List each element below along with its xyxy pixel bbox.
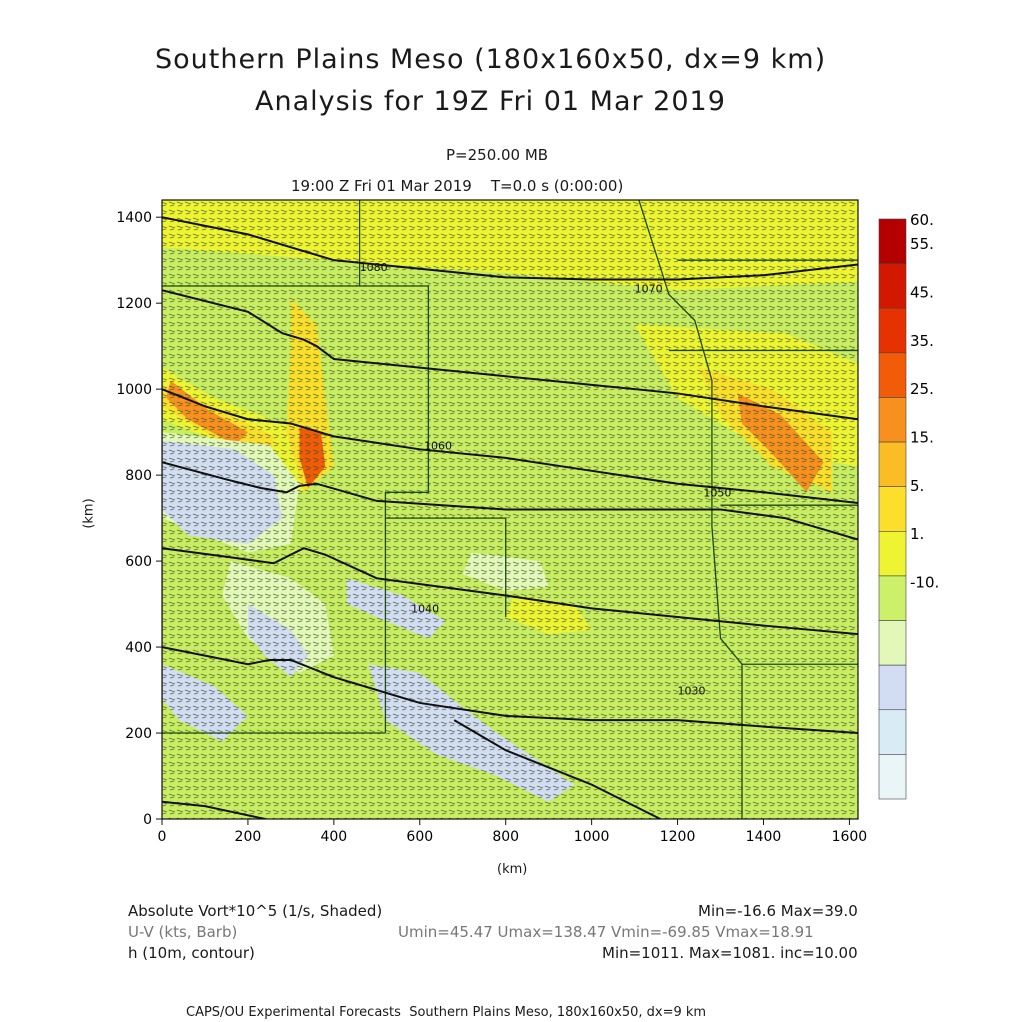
y-tick-label: 0 — [143, 812, 152, 828]
state-border-2 — [385, 517, 507, 617]
x-tick-label: 400 — [320, 829, 347, 845]
y-tick-label: 200 — [125, 726, 152, 742]
x-tick-label: 0 — [158, 829, 167, 845]
contour-label-1070: 1070 — [635, 282, 663, 295]
pressure-level: P=250.00 MB — [446, 146, 549, 164]
x-tick-label: 1200 — [660, 829, 696, 845]
x-tick-label: 1000 — [574, 829, 610, 845]
x-tick-label: 800 — [492, 829, 519, 845]
colorbar-swatch-3 — [878, 352, 907, 398]
x-axis-label: (km) — [497, 862, 528, 877]
x-tick-label: 1600 — [832, 829, 868, 845]
credit-line: CAPS/OU Experimental Forecasts Southern … — [186, 1005, 707, 1020]
colorbar-swatch-7 — [878, 531, 907, 577]
height-contours: 1080 1070 1060 1050 1040 1030 — [162, 216, 858, 819]
chart-title-line2: Analysis for 19Z Fri 01 Mar 2019 — [255, 86, 726, 117]
y-tick-label: 400 — [125, 640, 152, 656]
contour-1080 — [162, 216, 858, 281]
contour-1010 — [453, 719, 661, 819]
colorbar-label: 60. — [910, 211, 934, 229]
state-border-4 — [638, 200, 743, 819]
y-tick-label: 800 — [125, 468, 152, 484]
colorbar-swatch-0 — [878, 218, 907, 264]
contour-1020 — [162, 800, 266, 819]
colorbar-swatch-1 — [878, 263, 907, 309]
contour-label-1050: 1050 — [703, 487, 731, 500]
colorbar-label: -10. — [910, 574, 939, 592]
field2-name: U-V (kts, Barb) — [128, 923, 238, 941]
colorbar-swatch-11 — [878, 709, 907, 755]
colorbar-swatch-5 — [878, 441, 907, 487]
y-tick-label: 1400 — [116, 210, 152, 226]
colorbar-label: 5. — [910, 477, 924, 495]
colorbar-swatch-2 — [878, 307, 907, 354]
colorbar-label: 35. — [910, 332, 934, 350]
colorbar-swatch-9 — [878, 620, 907, 666]
y-axis-label: (km) — [81, 498, 97, 529]
colorbar-label: 25. — [910, 380, 934, 398]
colorbar-swatch-12 — [878, 754, 907, 800]
y-tick-label: 1000 — [116, 382, 152, 398]
contour-label-1030: 1030 — [678, 684, 706, 697]
field1-stats: Min=-16.6 Max=39.0 — [698, 902, 858, 920]
field1-name: Absolute Vort*10^5 (1/s, Shaded) — [128, 902, 383, 920]
colorbar-label: 1. — [910, 525, 924, 543]
y-tick-label: 1200 — [116, 296, 152, 312]
x-tick-label: 1400 — [746, 829, 782, 845]
field2-stats: Umin=45.47 Umax=138.47 Vmin=-69.85 Vmax=… — [398, 923, 814, 941]
chart-title-line1: Southern Plains Meso (180x160x50, dx=9 k… — [155, 44, 827, 75]
contour-1050 — [162, 461, 858, 541]
contour-1030 — [162, 646, 858, 735]
colorbar-label: 15. — [910, 429, 934, 447]
contour-label-1060: 1060 — [424, 439, 452, 452]
contour-1040 — [162, 547, 858, 636]
plot-frame — [161, 199, 859, 820]
state-border-0 — [162, 285, 430, 734]
colorbar: 60. 55. 45. 35. 25. 15. 5. 1. -10. — [878, 211, 939, 800]
contour-1060 — [162, 388, 858, 505]
axes: 0 200 400 600 800 1000 1200 1400 1600 0 200 400 600 8… — [116, 210, 867, 845]
valid-time: 19:00 Z Fri 01 Mar 2019 T=0.0 s (0:00:00… — [291, 177, 624, 195]
colorbar-swatch-10 — [878, 664, 907, 711]
colorbar-label: 45. — [910, 284, 934, 302]
state-borders — [162, 200, 858, 819]
colorbar-swatch-4 — [878, 397, 907, 443]
contour-label-1040: 1040 — [411, 603, 439, 616]
contour-1070 — [162, 289, 858, 421]
x-tick-label: 600 — [406, 829, 433, 845]
colorbar-swatch-6 — [878, 486, 907, 532]
colorbar-label: 55. — [910, 235, 934, 253]
field3-name: h (10m, contour) — [128, 944, 255, 962]
x-tick-label: 200 — [235, 829, 262, 845]
colorbar-swatch-8 — [878, 575, 907, 621]
contour-label-1080: 1080 — [360, 261, 388, 274]
field3-stats: Min=1011. Max=1081. inc=10.00 — [602, 944, 858, 962]
y-tick-label: 600 — [125, 554, 152, 570]
